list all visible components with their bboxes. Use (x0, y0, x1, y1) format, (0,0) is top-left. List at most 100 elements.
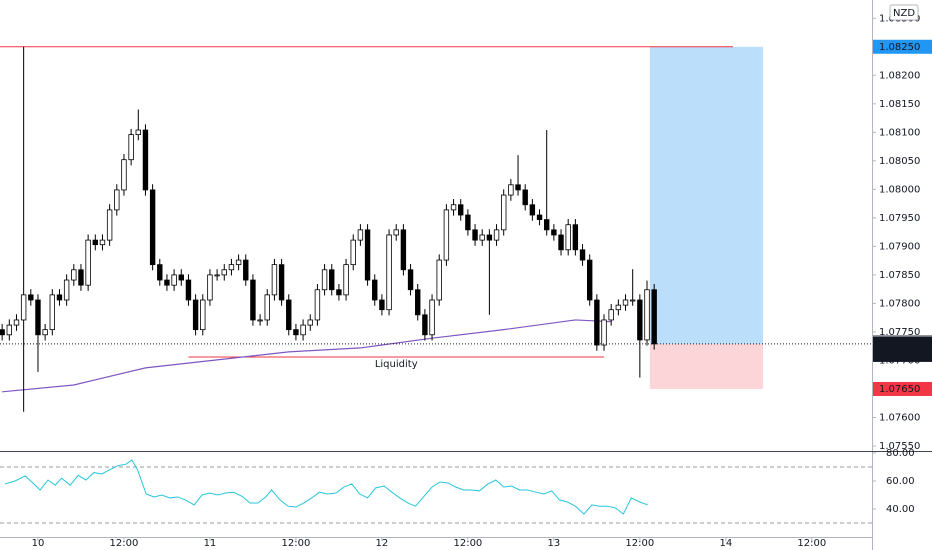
candle-body (515, 184, 521, 191)
candle-body (572, 224, 579, 251)
candle-body (386, 234, 392, 311)
candle-body (99, 239, 106, 246)
candle-body (415, 289, 421, 316)
candle-body (214, 274, 220, 277)
candle-body (6, 324, 13, 336)
candle-body (78, 269, 84, 286)
candle-body (601, 319, 607, 346)
candle-body (178, 274, 184, 281)
y-tick-label: 1.07800 (879, 298, 920, 309)
line-label: Liquidity (375, 359, 418, 370)
price-tag-countdown: 40:15 (879, 350, 908, 361)
candle-body (465, 214, 471, 231)
candle-body (257, 319, 263, 322)
x-tick-label: 12:00 (453, 538, 482, 549)
candle-body (13, 319, 20, 326)
candle-body (450, 204, 457, 211)
candle-body (637, 299, 643, 341)
candle-body (63, 279, 70, 301)
candle-body (243, 259, 249, 281)
candle-body (300, 324, 306, 336)
rsi-line (4, 459, 648, 515)
y-tick-label: 1.08200 (879, 70, 920, 81)
candle-body (443, 209, 450, 261)
profit-zone (649, 46, 764, 344)
candle-body (586, 259, 593, 301)
x-tick-label: 12:00 (282, 538, 311, 549)
x-tick-label: 14 (719, 538, 732, 549)
candle-body (558, 234, 564, 251)
x-tick-label: 12:00 (625, 538, 654, 549)
candle-body (92, 239, 98, 246)
price-tag-label: 1.07729 (879, 339, 920, 350)
candle-body (594, 299, 600, 346)
candle-body (350, 239, 356, 266)
candle-body (121, 159, 127, 191)
price-tag (873, 39, 932, 54)
candle-body (479, 234, 485, 241)
candle-body (357, 229, 364, 241)
candle-body (135, 129, 141, 136)
candle-body (644, 289, 650, 341)
price-tag (873, 381, 932, 396)
candle-body (329, 269, 335, 291)
x-tick-label: 13 (547, 538, 560, 549)
candle-body (622, 299, 629, 306)
currency-box (889, 4, 919, 21)
currency: NZD (893, 8, 915, 19)
y-tick-label: 1.07600 (879, 412, 920, 423)
candle-body (364, 229, 371, 281)
candle-body (372, 279, 378, 301)
candle-body (615, 304, 622, 311)
x-tick-label: 12:00 (797, 538, 826, 549)
candle-body (128, 134, 134, 161)
y-tick-label: 1.07550 (879, 441, 920, 452)
candle-body (250, 279, 256, 321)
candle-body (71, 269, 77, 281)
y-tick-label: 80.00 (886, 448, 915, 459)
candle-body (171, 274, 177, 286)
candle-body (114, 189, 120, 211)
candle-body (536, 214, 543, 220)
candle-body (264, 294, 270, 321)
axis-layer: 10 12:00 11 12:00 12 12:00 13 12:00 14 12:00 1.075… (32, 13, 932, 549)
y-tick-label: 1.07900 (879, 241, 920, 252)
candle-body (429, 299, 435, 336)
candle-body (400, 229, 407, 271)
candle-body (407, 269, 414, 291)
candle-body (486, 234, 493, 241)
candle-body (106, 209, 113, 241)
candle-body (321, 269, 328, 291)
candle-body (651, 289, 657, 345)
candle-body (85, 239, 91, 286)
candle-body (228, 264, 235, 271)
candle-body (164, 279, 170, 286)
candle-body (551, 229, 557, 236)
candle-body (422, 314, 428, 336)
candle-body (157, 264, 163, 281)
candle-body (293, 329, 299, 336)
candle-body (501, 194, 507, 231)
x-tick-label: 10 (32, 538, 45, 549)
y-tick-label: 1.07950 (879, 213, 920, 224)
candle-body (314, 289, 321, 321)
y-tick-label: 60.00 (886, 476, 915, 487)
x-tick-label: 11 (204, 538, 217, 549)
candle-body (185, 279, 192, 301)
y-tick-label: 1.08150 (879, 99, 920, 110)
candle-body (529, 204, 536, 216)
candle-body (472, 229, 478, 241)
price-tag (873, 336, 932, 362)
x-tick-label: 12:00 (110, 538, 139, 549)
candle-body (565, 224, 571, 251)
candle-body (235, 259, 242, 266)
candle-body (35, 299, 41, 336)
y-tick-label: 1.08050 (879, 156, 920, 167)
y-tick-label: 1.07750 (879, 327, 920, 338)
candle-body (379, 299, 385, 311)
candle-body (493, 229, 500, 241)
candle-body (20, 294, 27, 321)
price-tag-label: 1.07650 (879, 384, 920, 395)
price-tag-label: 1.08250 (879, 42, 920, 53)
